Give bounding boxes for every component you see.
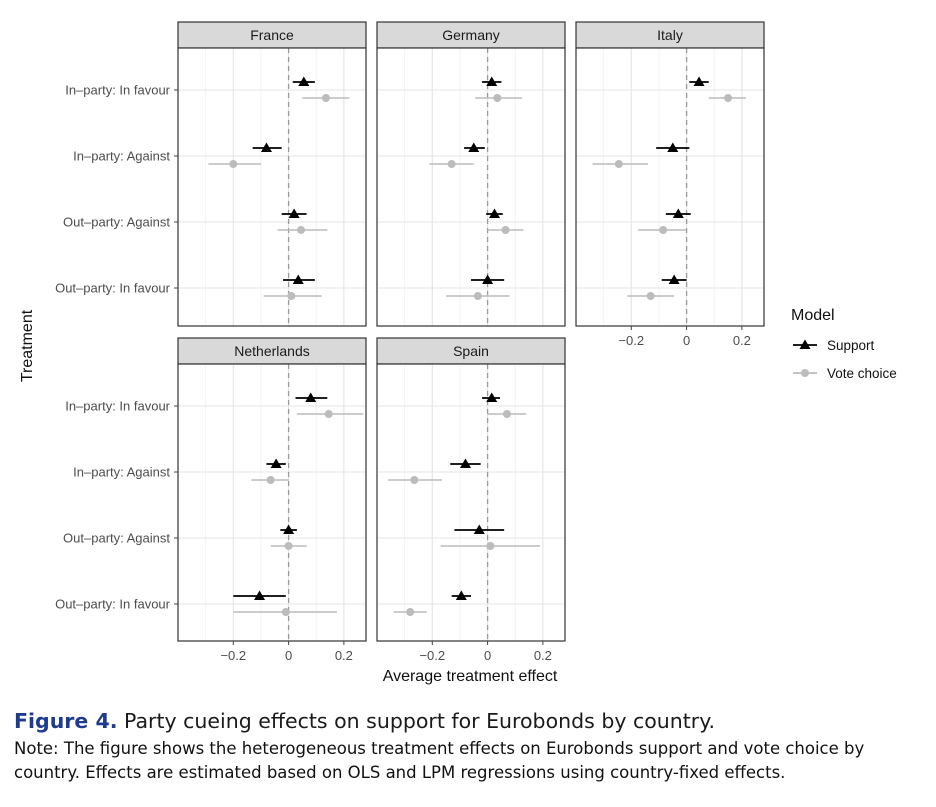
x-tick-label: −0.2 bbox=[220, 648, 246, 663]
vote-choice-point bbox=[410, 476, 419, 484]
vote-choice-point bbox=[486, 542, 495, 550]
legend: Model Support Vote choice bbox=[791, 307, 897, 381]
strip-italy bbox=[575, 21, 765, 49]
y-tick-label: Out–party: Against bbox=[63, 215, 170, 230]
panel-italy: Italy −0.2 0 0.2 bbox=[575, 21, 765, 348]
plot-area-spain bbox=[377, 364, 565, 641]
support-point bbox=[288, 208, 300, 218]
vote-choice-point bbox=[229, 160, 238, 168]
x-tick-label: −0.2 bbox=[419, 648, 445, 663]
y-axis-title: Treatment bbox=[19, 309, 36, 382]
legend-label-support: Support bbox=[827, 338, 875, 353]
vote-choice-point bbox=[646, 292, 655, 300]
support-point bbox=[693, 76, 705, 86]
support-point bbox=[455, 590, 467, 600]
panel-netherlands: Netherlands In–party: In favour In–party: … bbox=[55, 337, 367, 663]
panel-border-germany bbox=[376, 47, 566, 327]
vote-choice-point bbox=[281, 608, 290, 616]
support-point bbox=[489, 208, 500, 218]
vote-choice-point bbox=[324, 410, 333, 418]
strip-label-italy: Italy bbox=[657, 27, 683, 43]
y-tick-label: Out–party: In favour bbox=[55, 597, 171, 612]
panel-border-spain bbox=[376, 363, 566, 642]
x-tick-label: 0 bbox=[683, 333, 690, 348]
vote-choice-point bbox=[659, 226, 668, 234]
strip-label-germany: Germany bbox=[442, 27, 500, 43]
caption-note: Note: The figure shows the heterogeneous… bbox=[14, 739, 865, 782]
x-tick-label: 0.2 bbox=[335, 648, 353, 663]
support-point bbox=[254, 590, 266, 600]
support-point bbox=[482, 274, 494, 284]
support-point bbox=[486, 76, 498, 86]
vote-choice-point bbox=[493, 94, 502, 102]
vote-choice-point bbox=[284, 542, 293, 550]
vote-choice-point bbox=[501, 226, 510, 234]
vote-choice-point bbox=[297, 226, 306, 234]
y-tick-label: In–party: In favour bbox=[65, 83, 170, 98]
support-point bbox=[298, 76, 310, 86]
legend-label-vote-choice: Vote choice bbox=[827, 366, 897, 381]
strip-germany bbox=[376, 21, 566, 49]
panel-france: France In–party: In favour In–party: Again… bbox=[55, 21, 367, 327]
figure-label: Figure 4. bbox=[14, 709, 118, 733]
x-tick-label: 0 bbox=[285, 648, 292, 663]
support-point bbox=[486, 392, 498, 402]
y-tick-label: In–party: In favour bbox=[65, 399, 170, 414]
y-tick-label: Out–party: In favour bbox=[55, 281, 171, 296]
y-tick-label: In–party: Against bbox=[73, 465, 170, 480]
panel-germany: Germany bbox=[376, 21, 566, 327]
x-axis-title: Average treatment effect bbox=[383, 668, 558, 685]
support-point bbox=[468, 142, 480, 152]
support-point bbox=[473, 524, 485, 534]
x-tick-label: −0.2 bbox=[618, 333, 644, 348]
vote-choice-point bbox=[287, 292, 296, 300]
y-tick-label: In–party: Against bbox=[73, 149, 170, 164]
support-point bbox=[260, 142, 272, 152]
strip-label-france: France bbox=[250, 27, 294, 43]
strip-france bbox=[177, 21, 367, 49]
vote-choice-point bbox=[724, 94, 733, 102]
strip-label-netherlands: Netherlands bbox=[234, 343, 310, 359]
vote-choice-point bbox=[321, 94, 330, 102]
vote-choice-point bbox=[502, 410, 511, 418]
legend-key-circle bbox=[801, 369, 809, 377]
panel-border-netherlands bbox=[177, 363, 367, 642]
support-point bbox=[459, 458, 471, 468]
support-point bbox=[672, 208, 684, 218]
legend-key-triangle bbox=[799, 339, 811, 349]
vote-choice-point bbox=[614, 160, 623, 168]
caption-title: Party cueing effects on support for Euro… bbox=[124, 709, 715, 733]
panel-spain: Spain −0.2 0 0.2 bbox=[376, 337, 566, 663]
x-tick-label: 0.2 bbox=[733, 333, 751, 348]
panel-border-france bbox=[177, 47, 367, 327]
plot-area-netherlands bbox=[178, 364, 366, 641]
faceted-coefficient-plot: France In–party: In favour In–party: Again… bbox=[19, 21, 897, 685]
vote-choice-point bbox=[406, 608, 415, 616]
support-point bbox=[283, 524, 295, 534]
x-tick-label: 0.2 bbox=[534, 648, 552, 663]
x-tick-label: 0 bbox=[484, 648, 491, 663]
figure-caption: Figure 4. Party cueing effects on suppor… bbox=[14, 707, 924, 785]
strip-netherlands bbox=[177, 337, 367, 365]
vote-choice-point bbox=[447, 160, 456, 168]
strip-label-spain: Spain bbox=[453, 343, 489, 359]
support-point bbox=[667, 142, 679, 152]
support-point bbox=[270, 458, 282, 468]
plot-area-france bbox=[178, 48, 366, 326]
support-point bbox=[668, 274, 680, 284]
support-point bbox=[292, 274, 304, 284]
vote-choice-point bbox=[473, 292, 482, 300]
panel-border-italy bbox=[575, 47, 765, 327]
legend-title: Model bbox=[791, 307, 835, 324]
support-point bbox=[305, 392, 317, 402]
vote-choice-point bbox=[266, 476, 275, 484]
caption-title-line: Figure 4. Party cueing effects on suppor… bbox=[14, 707, 924, 735]
y-tick-label: Out–party: Against bbox=[63, 531, 170, 546]
